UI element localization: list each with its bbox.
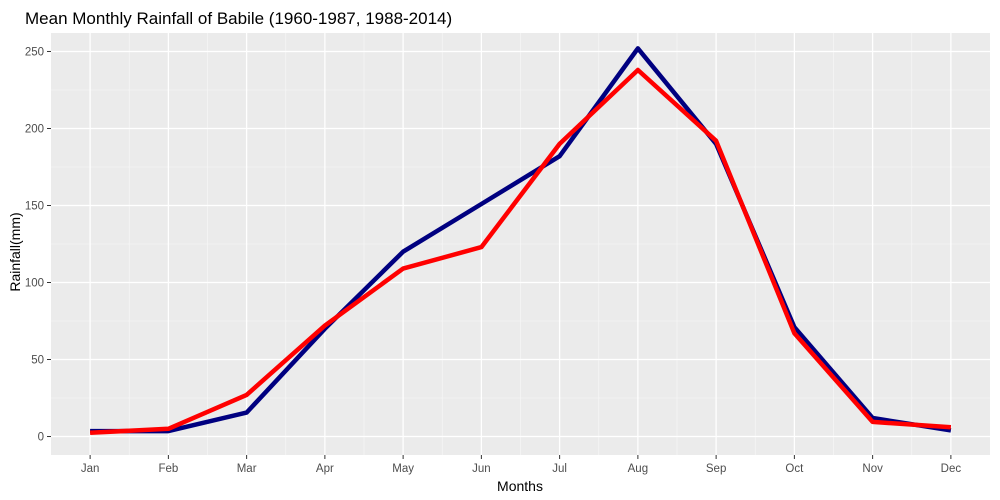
y-tick-label: 250 xyxy=(25,46,44,58)
series-lines xyxy=(89,46,952,435)
x-axis: Jan Feb Mar Apr May Jun Jul Aug Sep Oct Nov Dec xyxy=(81,455,961,475)
chart-title: Mean Monthly Rainfall of Babile (1960-19… xyxy=(25,9,452,28)
x-tick-label-oct: Oct xyxy=(785,463,804,475)
series-line-2 xyxy=(89,67,952,435)
y-tick-label: 200 xyxy=(25,123,44,135)
x-tick-label-nov: Nov xyxy=(862,463,883,475)
y-tick-label: 100 xyxy=(25,278,44,290)
x-tick-label-mar: Mar xyxy=(237,463,257,475)
y-tick-label: 150 xyxy=(25,200,44,212)
x-tick-label-jan: Jan xyxy=(81,463,100,475)
x-axis-title: Months xyxy=(497,478,543,494)
y-axis: 0 50 100 150 200 250 xyxy=(25,46,51,444)
y-axis-title: Rainfall(mm) xyxy=(7,212,23,291)
x-tick-label-sep: Sep xyxy=(706,463,726,475)
x-tick-label-jul: Jul xyxy=(552,463,567,475)
x-tick-label-may: May xyxy=(392,463,414,475)
series-line-1 xyxy=(90,46,952,434)
x-tick-label-feb: Feb xyxy=(158,463,178,475)
x-tick-label-jun: Jun xyxy=(472,463,491,475)
x-tick-label-dec: Dec xyxy=(941,463,962,475)
x-tick-label-apr: Apr xyxy=(316,463,334,475)
y-tick-label: 0 xyxy=(38,432,44,444)
x-tick-label-aug: Aug xyxy=(628,463,648,475)
y-tick-label: 50 xyxy=(31,355,44,367)
